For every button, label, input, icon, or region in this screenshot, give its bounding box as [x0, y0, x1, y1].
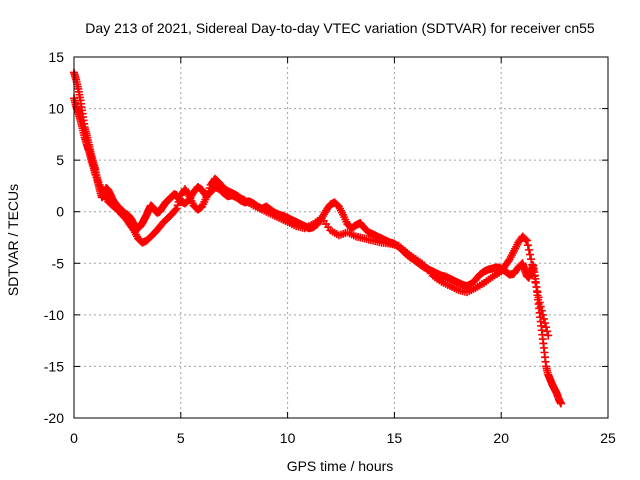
data-point-dense [540, 319, 549, 328]
data-point-dense [532, 283, 541, 292]
x-tick-label: 10 [280, 430, 296, 446]
x-tick-label: 25 [600, 430, 616, 446]
x-tick-label: 20 [493, 430, 509, 446]
data-point-dense [538, 310, 547, 319]
data-point-dense [530, 272, 539, 281]
data-point-dense [537, 306, 546, 315]
data-point-dense [534, 293, 543, 302]
data-point-dense [529, 266, 538, 275]
data-point [535, 298, 544, 307]
y-tick-label: -5 [52, 255, 65, 271]
data-series [70, 68, 566, 408]
data-point [539, 314, 548, 323]
y-tick-label: -10 [44, 307, 64, 323]
data-point-dense [171, 205, 180, 214]
data-point [557, 399, 566, 408]
data-point-dense [542, 323, 551, 332]
data-point [527, 255, 536, 264]
y-tick-label: -15 [44, 358, 64, 374]
data-point-dense [524, 245, 533, 254]
data-point-dense [536, 302, 545, 311]
y-tick-label: 15 [48, 49, 64, 65]
data-point-dense [533, 288, 542, 297]
chart-title: Day 213 of 2021, Sidereal Day-to-day VTE… [85, 20, 595, 36]
x-axis-label: GPS time / hours [287, 458, 394, 474]
y-tick-label: 10 [48, 101, 64, 117]
y-tick-label: -20 [44, 410, 64, 426]
data-point-dense [528, 260, 537, 269]
y-tick-label: 0 [56, 204, 64, 220]
data-point-dense [184, 190, 193, 199]
data-point-dense [543, 327, 552, 336]
data-point-dense [526, 250, 535, 259]
plot-frame [73, 56, 609, 419]
data-point-dense [521, 235, 530, 244]
data-point [544, 331, 553, 340]
data-point [531, 277, 540, 286]
series-1 [70, 94, 553, 340]
data-point [522, 236, 531, 245]
x-tick-label: 0 [70, 430, 78, 446]
x-tick-label: 5 [177, 430, 185, 446]
axis-ticks: 0 5 10 15 20 25 -20 -15 -10 -5 0 5 10 15 [44, 49, 616, 446]
x-tick-label: 15 [387, 430, 403, 446]
y-axis-label: SDTVAR / TECUs [5, 184, 21, 296]
y-tick-label: 5 [56, 152, 64, 168]
data-point-dense [523, 241, 532, 250]
